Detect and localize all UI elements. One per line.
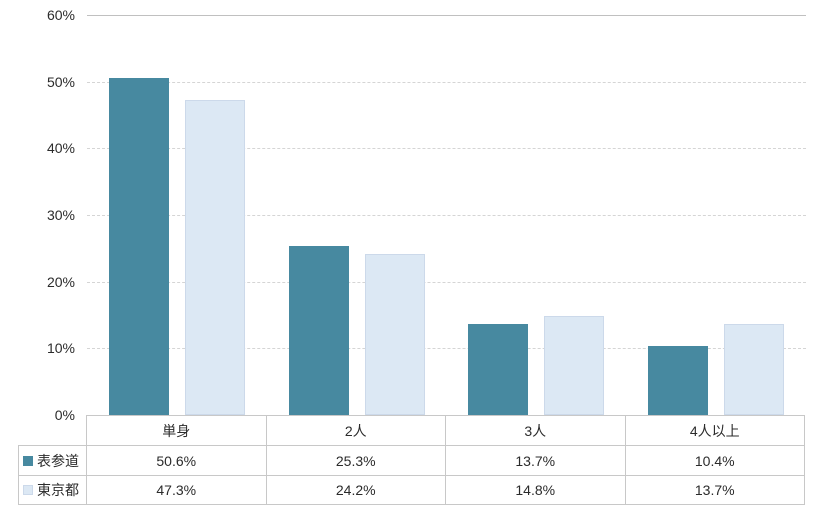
bar-series1-category2 [288,246,349,415]
y-axis-tick-label: 60% [46,7,75,23]
table-value-cell: 25.3% [266,446,446,476]
legend-label: 東京都 [37,482,79,498]
y-axis-tick-label: 0% [54,407,75,423]
table-value-cell: 14.8% [446,476,626,505]
bar-series1-category3 [468,323,529,415]
gridline [87,348,806,350]
table-value-cell: 10.4% [625,446,805,476]
legend-swatch-icon [23,455,33,466]
table-category-header: 3人 [446,415,626,446]
table-value-cell: 13.7% [446,446,626,476]
bar-series1-category1 [108,77,169,415]
y-axis-tick-label: 10% [46,340,75,357]
y-axis-tick-label: 50% [46,73,75,90]
table-value-cell: 50.6% [87,446,267,476]
table-corner-cell [18,415,87,446]
bar-series2-category3 [544,316,605,415]
table-category-header: 4人以上 [625,415,805,446]
table-value-cell: 24.2% [266,476,446,505]
bar-series2-category4 [724,323,785,415]
y-axis-tick-label: 30% [46,207,75,223]
legend-label: 表参道 [37,452,79,469]
bar-series2-category1 [184,99,245,415]
legend-item-2: 東京都 [18,476,87,505]
table-value-cell: 47.3% [87,476,267,505]
legend-item-1: 表参道 [18,446,87,476]
table-category-header: 単身 [87,415,267,446]
legend-swatch-icon [23,485,33,495]
table-value-cell: 13.7% [625,476,805,505]
data-table: 単身 2人 3人 4人以上 表参道 50.6% 25.3% 13.7% 10.4% 東京都 47.3… [18,415,805,505]
y-axis-tick-label: 40% [46,140,75,157]
y-axis-tick-label: 20% [46,273,75,290]
gridline [87,281,806,283]
gridline [87,15,806,16]
gridline [87,81,806,83]
bar-series2-category2 [364,253,425,415]
bar-series1-category4 [648,345,709,415]
gridline [87,215,806,216]
table-category-header: 2人 [266,415,446,446]
gridline [87,148,806,150]
